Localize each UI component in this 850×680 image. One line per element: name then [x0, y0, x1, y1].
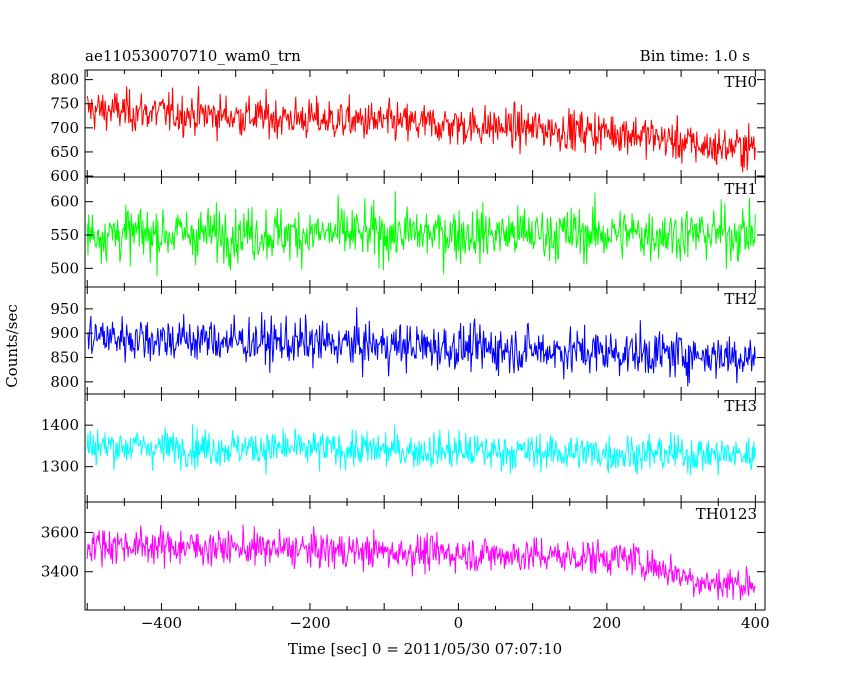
panel-label: TH1	[724, 180, 757, 198]
y-axis-label: Counts/sec	[3, 304, 21, 388]
panel-label: TH0123	[696, 505, 757, 523]
y-tick-label: 600	[50, 193, 79, 211]
y-tick-label: 650	[50, 143, 79, 161]
x-tick-label: −400	[141, 614, 182, 632]
y-tick-label: 950	[50, 300, 79, 318]
panel-th0: 600 650 700 750 800 TH0	[50, 69, 766, 185]
x-tick-label: −200	[289, 614, 330, 632]
y-tick-label: 1400	[41, 416, 79, 434]
y-tick-label: 850	[50, 349, 79, 367]
y-tick-label: 800	[50, 71, 79, 89]
y-tick-label: 500	[50, 259, 79, 277]
series-line-th0123	[86, 524, 756, 601]
x-tick-label: 400	[741, 614, 770, 632]
y-tick-label: 3400	[41, 563, 79, 581]
series-line-th3	[86, 424, 756, 476]
panel-th0123: 3400 3600 TH0123	[41, 501, 766, 611]
panel-label: TH0	[724, 73, 757, 91]
y-tick-label: 550	[50, 226, 79, 244]
series-line-th1	[86, 191, 756, 277]
panel-th3: 1300 1400 TH3	[41, 393, 766, 503]
panel-th1: 500 550 600 TH1	[50, 176, 766, 288]
y-tick-label: 3600	[41, 523, 79, 541]
x-tick-label: 200	[593, 614, 622, 632]
y-tick-label: 900	[50, 324, 79, 342]
y-tick-label: 1300	[41, 458, 79, 476]
chart-title-right: Bin time: 1.0 s	[640, 47, 750, 65]
chart-title-left: ae110530070710_wam0_trn	[85, 47, 301, 65]
series-line-th0	[86, 85, 756, 173]
y-tick-label: 700	[50, 119, 79, 137]
y-tick-label: 600	[50, 167, 79, 185]
y-tick-label: 750	[50, 95, 79, 113]
panel-th2: 800 850 900 950 TH2	[50, 286, 766, 395]
panel-label: TH3	[724, 397, 757, 415]
series-line-th2	[86, 307, 756, 387]
y-tick-label: 800	[50, 373, 79, 391]
panels-group: 600 650 700 750 800 TH0 500 550 600 TH1 800 850 900 9…	[41, 69, 770, 632]
x-tick-label: 0	[454, 614, 464, 632]
panel-frame	[84, 501, 766, 611]
x-axis-label: Time [sec] 0 = 2011/05/30 07:07:10	[288, 640, 562, 658]
panel-label: TH2	[724, 290, 757, 308]
